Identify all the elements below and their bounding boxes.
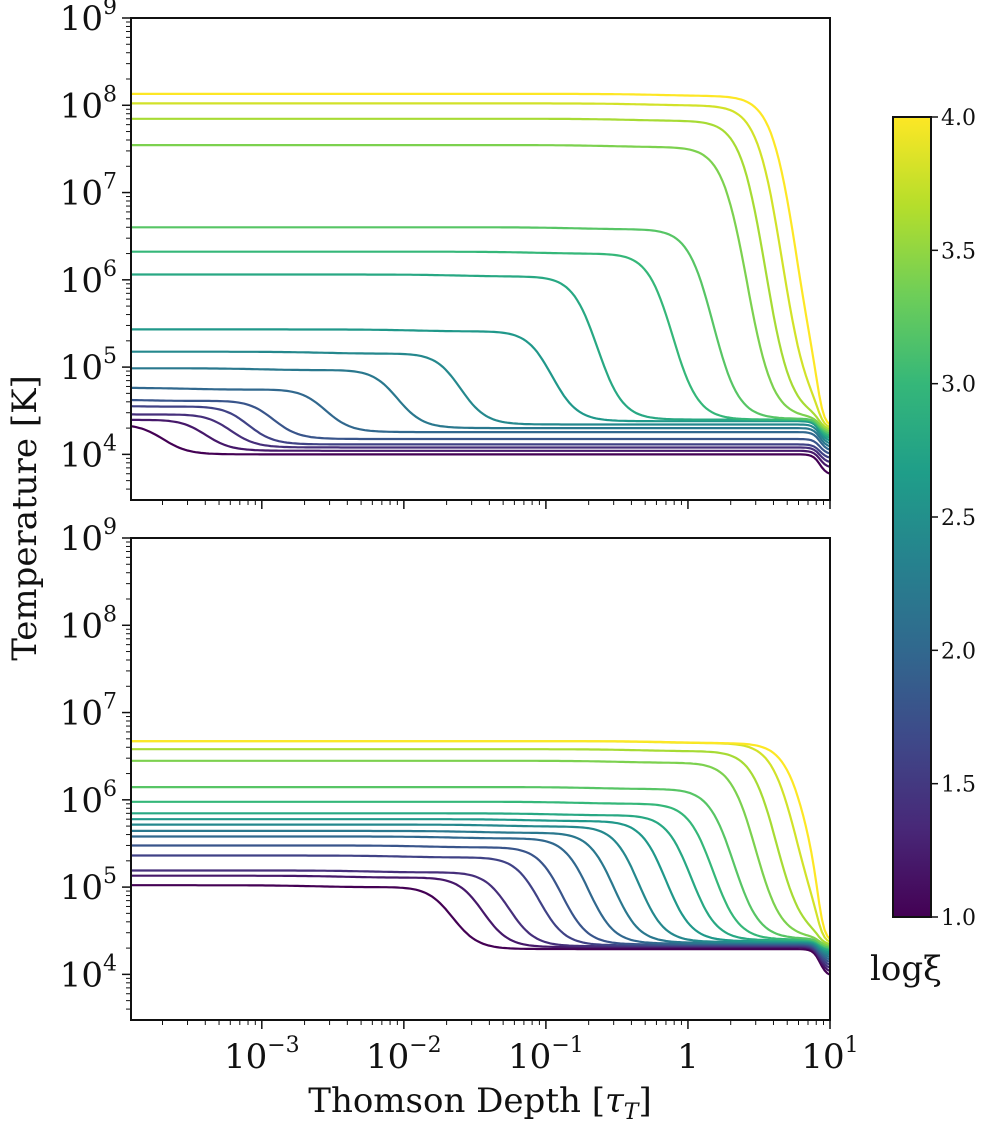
colorbar-gradient	[892, 116, 932, 918]
y-tick-label: 107	[60, 170, 117, 214]
y-tick-label: 109	[60, 0, 117, 39]
series-line	[131, 874, 830, 973]
series-line	[131, 418, 830, 468]
series-line	[131, 823, 830, 956]
series-line	[131, 829, 830, 958]
series-line	[131, 812, 830, 952]
colorbar-tick-label: 3.0	[941, 373, 976, 398]
series-line	[131, 350, 830, 445]
series-line	[131, 273, 830, 439]
series-line	[131, 786, 830, 949]
y-tick-label: 106	[60, 257, 117, 301]
colorbar-tick-label: 4.0	[941, 106, 976, 131]
series-line	[131, 328, 830, 442]
colorbar: 1.0 1.5 2.0 2.5 3.0 3.5 4.0 logξ	[870, 106, 976, 989]
series-line	[131, 740, 830, 940]
series-line	[131, 759, 830, 947]
y-tick-label: 109	[60, 515, 117, 559]
x-tick-label: 1	[677, 1037, 699, 1077]
y-tick-label: 105	[60, 344, 117, 388]
y-tick-label: 107	[60, 690, 117, 734]
colorbar-label: logξ	[870, 949, 942, 989]
series-line	[131, 386, 830, 451]
colorbar-tick-label: 3.5	[941, 239, 976, 264]
x-tick-label: 101	[801, 1033, 858, 1077]
x-tick-label: 10−1	[508, 1033, 584, 1077]
series-line	[131, 102, 830, 429]
y-tick-label: 108	[60, 82, 117, 126]
bottom-panel: 104 105 106 107 108 109 10−3 10−2 10−1 1 101	[60, 515, 859, 1077]
top-panel: 104 105 106 107 108 109	[60, 0, 831, 509]
series-line	[131, 367, 830, 448]
x-axis-label: Thomson Depth [τT]	[308, 1081, 651, 1124]
series-line	[131, 250, 830, 437]
y-axis-label: Temperature [K]	[5, 375, 45, 660]
series-line	[131, 425, 830, 475]
colorbar-tick-label: 1.0	[941, 906, 976, 931]
series-line	[131, 748, 830, 945]
x-tick-label: 10−2	[366, 1033, 442, 1077]
series-line	[131, 405, 830, 459]
series-line	[131, 398, 830, 455]
series-line	[131, 226, 830, 435]
colorbar-tick-label: 2.5	[941, 506, 976, 531]
plot-frame	[130, 537, 831, 1021]
plot-frame	[130, 17, 831, 501]
series-line	[131, 144, 830, 433]
y-tick-label: 104	[60, 951, 117, 995]
series-line	[131, 117, 830, 431]
y-tick-label: 108	[60, 602, 117, 646]
series-line	[131, 884, 830, 976]
colorbar-tick-label: 1.5	[941, 773, 976, 798]
series-group	[131, 92, 830, 475]
series-line	[131, 800, 830, 950]
y-tick-label: 105	[60, 864, 117, 908]
series-line	[131, 92, 830, 426]
y-tick-label: 104	[60, 431, 117, 475]
x-tick-label: 10−3	[224, 1033, 300, 1077]
series-line	[131, 818, 830, 954]
colorbar-tick-label: 2.0	[941, 639, 976, 664]
series-group	[131, 740, 830, 976]
series-line	[131, 413, 830, 463]
y-tick-label: 106	[60, 777, 117, 821]
